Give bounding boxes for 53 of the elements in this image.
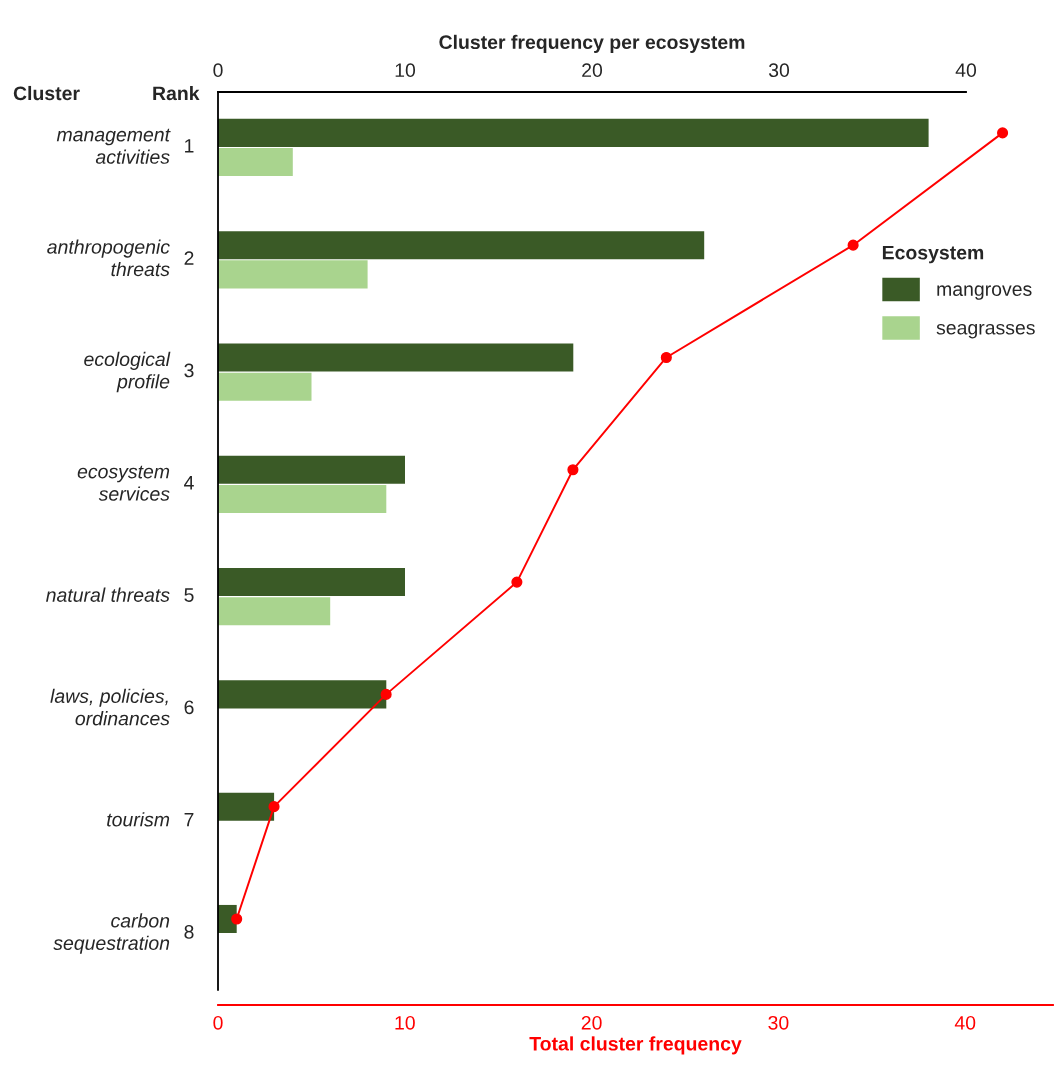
- x-axis-title: Total cluster frequency: [529, 1036, 742, 1055]
- x-tick-label: 30: [768, 1015, 789, 1030]
- point: [380, 688, 392, 700]
- point: [660, 351, 672, 364]
- point: [997, 127, 1009, 139]
- bar: [218, 148, 293, 177]
- text: Rank: [153, 85, 200, 101]
- point: [268, 801, 280, 813]
- x2-tick-label: 0: [213, 63, 223, 78]
- text: Cluster: [13, 85, 80, 101]
- x2-tick-label: 30: [768, 63, 790, 78]
- point: [847, 239, 859, 251]
- y-tick-label: management activities: [56, 128, 171, 164]
- bar: [218, 231, 705, 260]
- bar: [218, 597, 331, 626]
- bar: [218, 372, 312, 401]
- y2-tick-label: 6: [184, 700, 194, 715]
- y-tick-label: laws, policies, ordinances: [50, 688, 170, 726]
- x-tick-label: 0: [213, 1015, 223, 1030]
- point: [567, 464, 579, 476]
- x-tick-label: 20: [581, 1015, 602, 1030]
- y2-tick-label: 5: [184, 588, 194, 602]
- point: [231, 913, 243, 925]
- y2-tick-label: 3: [184, 363, 194, 378]
- bar: [218, 680, 387, 709]
- bar: [218, 343, 574, 372]
- x2-tick-label: 20: [582, 63, 603, 78]
- x2-tick-label: 10: [395, 63, 416, 78]
- bar: [218, 260, 368, 289]
- y-tick-label: ecosystem services: [77, 465, 170, 501]
- legend-label: mangroves: [937, 285, 1032, 300]
- x-tick-label: 10: [395, 1015, 415, 1030]
- y2-tick-label: 2: [184, 251, 194, 265]
- bar: [218, 484, 387, 514]
- legend-title: Ecosystem: [882, 245, 984, 264]
- bar: [218, 792, 275, 821]
- y-tick-label: carbon sequestration: [53, 913, 170, 954]
- x-tick-label: 40: [954, 1015, 976, 1030]
- bar: [218, 455, 405, 484]
- y2-tick-label: 1: [185, 139, 194, 153]
- bar: [218, 568, 405, 597]
- y-tick-label: ecological profile: [84, 351, 171, 393]
- x2-axis-title: Cluster frequency per ecosystem: [439, 34, 745, 53]
- bar: [218, 118, 929, 147]
- y2-tick-label: 7: [184, 812, 194, 827]
- y-tick-label: tourism: [107, 812, 170, 827]
- x2-tick-label: 40: [955, 63, 977, 78]
- point: [511, 576, 523, 588]
- y2-tick-label: 4: [184, 476, 194, 490]
- y-tick-label: anthropogenic threats: [47, 239, 170, 277]
- y-tick-label: natural threats: [46, 587, 170, 602]
- legend-label: seagrasses: [936, 323, 1035, 339]
- y2-tick-label: 8: [184, 925, 194, 939]
